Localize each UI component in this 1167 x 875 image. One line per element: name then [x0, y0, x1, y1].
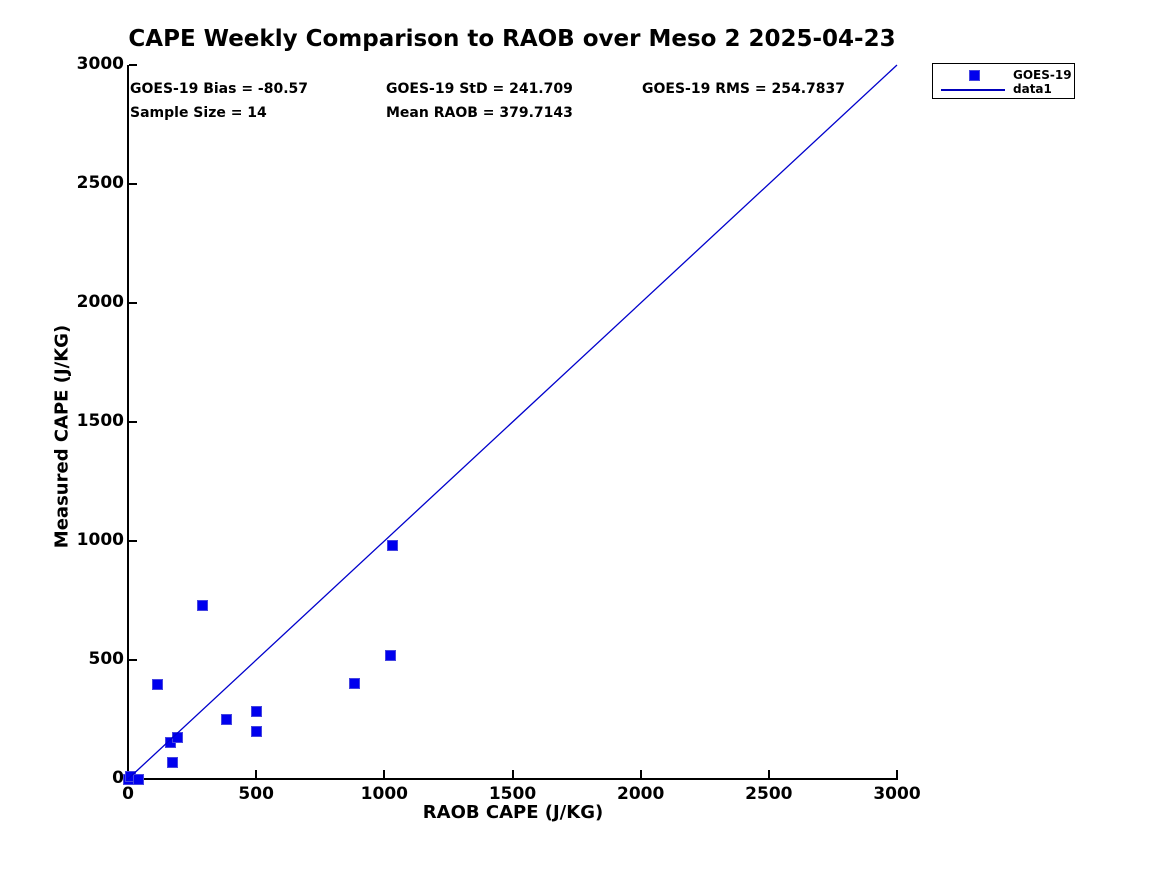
legend-box: GOES-19 data1 [932, 63, 1075, 99]
scatter-point [250, 705, 262, 717]
legend-line-icon [941, 89, 1005, 91]
scatter-point [386, 540, 398, 552]
x-tick [896, 770, 898, 778]
y-tick-label: 3000 [76, 54, 124, 74]
y-tick [129, 302, 137, 304]
stat-bias: GOES-19 Bias = -80.57 [130, 81, 309, 97]
y-tick-label: 2000 [76, 292, 124, 312]
y-tick [129, 659, 137, 661]
x-tick [639, 770, 642, 778]
y-tick-label: 2500 [76, 173, 124, 193]
legend-label-goes19: GOES-19 [1013, 68, 1072, 82]
stat-std: GOES-19 StD = 241.709 [386, 81, 573, 97]
chart-title: CAPE Weekly Comparison to RAOB over Meso… [128, 26, 896, 52]
x-tick [383, 770, 386, 778]
x-tick-label: 1000 [360, 784, 408, 804]
y-tick [129, 540, 137, 542]
scatter-point [132, 773, 144, 785]
y-tick-label: 1000 [76, 530, 124, 550]
legend-entry-data1: data1 [933, 81, 1074, 97]
y-tick-label: 0 [112, 768, 124, 788]
scatter-point [349, 678, 361, 690]
scatter-point [196, 599, 208, 611]
x-tick-label: 3000 [873, 784, 921, 804]
x-tick-label: 2500 [745, 784, 793, 804]
y-axis-label: Measured CAPE (J/KG) [51, 324, 73, 549]
stat-rms: GOES-19 RMS = 254.7837 [642, 81, 845, 97]
y-tick [129, 64, 137, 66]
legend-entry-goes19: GOES-19 [933, 67, 1074, 83]
x-tick-label: 2000 [616, 784, 665, 804]
legend-square-marker-icon [969, 70, 980, 81]
y-tick-label: 500 [88, 649, 125, 669]
scatter-point [250, 725, 262, 737]
x-axis-line [127, 778, 898, 780]
y-tick [129, 183, 137, 185]
y-tick-label: 1500 [76, 411, 124, 431]
scatter-point [221, 714, 233, 725]
x-tick-label: 1500 [488, 784, 537, 804]
x-tick [511, 770, 514, 778]
x-tick [767, 770, 770, 778]
stat-sample-size: Sample Size = 14 [130, 105, 267, 121]
legend-label-data1: data1 [1013, 82, 1052, 96]
x-tick-label: 0 [122, 784, 134, 804]
scatter-point [385, 649, 397, 661]
scatter-point [151, 679, 163, 691]
x-axis-label: RAOB CAPE (J/KG) [422, 802, 604, 823]
x-tick-label: 500 [238, 784, 274, 804]
scatter-point [172, 731, 184, 743]
scatter-point [167, 756, 179, 768]
identity-line [127, 64, 898, 780]
stat-mean-raob: Mean RAOB = 379.7143 [386, 105, 573, 121]
x-tick [255, 770, 258, 778]
y-tick [129, 421, 137, 423]
